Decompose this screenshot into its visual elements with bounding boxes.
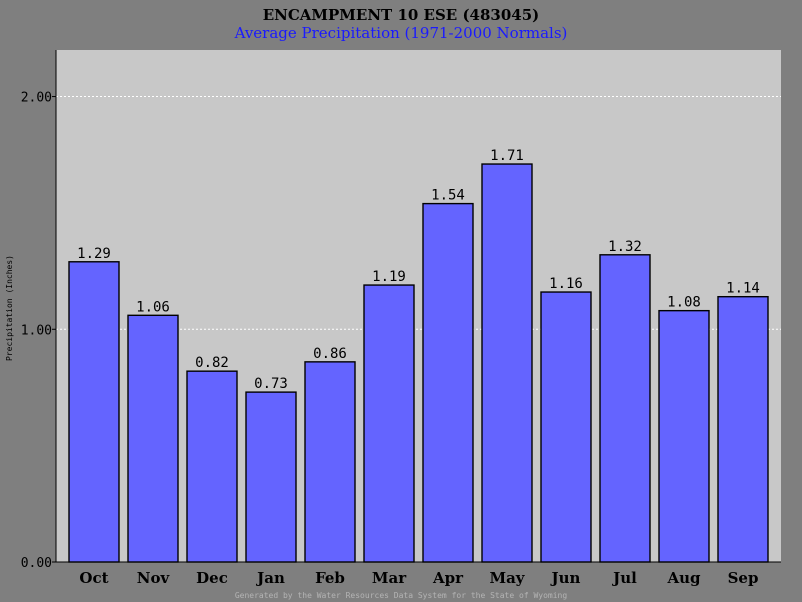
bar-value-label: 0.73	[254, 376, 288, 392]
bar-value-label: 1.08	[667, 295, 701, 311]
bar	[658, 309, 710, 563]
bar	[186, 370, 238, 563]
x-tick-label: Nov	[137, 569, 171, 587]
bar-value-label: 1.14	[726, 281, 760, 297]
x-tick-label: Apr	[432, 569, 464, 587]
chart-title: ENCAMPMENT 10 ESE (483045)	[262, 6, 540, 24]
x-tick-label: Feb	[315, 569, 345, 587]
bar	[481, 163, 533, 563]
bar	[540, 291, 592, 563]
axes	[52, 50, 781, 563]
x-tick-label: Jul	[611, 569, 637, 587]
x-tick-label: Aug	[666, 569, 701, 587]
bar	[68, 261, 120, 563]
bar-value-label: 1.06	[136, 299, 170, 315]
bar	[304, 361, 356, 563]
x-tick-label: Mar	[372, 569, 407, 587]
bar-value-label: 1.16	[549, 276, 583, 292]
bar	[363, 284, 415, 563]
labels: 0.00 1.00 2.00 1.29 Oct 1.06 Nov 0.82 Dec 0.73 Jan…	[21, 91, 760, 587]
bar	[127, 314, 179, 563]
x-tick-label: Sep	[728, 569, 759, 587]
bars	[68, 163, 769, 563]
bar	[245, 391, 297, 563]
bar-value-label: 1.19	[372, 269, 406, 285]
x-tick-label: Jan	[255, 569, 285, 587]
bar	[422, 202, 474, 563]
footer-credit: Generated by the Water Resources Data Sy…	[234, 591, 568, 600]
x-tick-label: Dec	[196, 569, 228, 587]
x-tick-label: Jun	[550, 569, 581, 587]
bar-value-label: 1.71	[490, 148, 524, 164]
y-tick-label: 1.00	[21, 323, 52, 338]
y-tick-label: 0.00	[21, 556, 52, 571]
bar-value-label: 1.29	[77, 246, 111, 262]
x-tick-label: Oct	[79, 569, 108, 587]
x-tick-label: May	[489, 569, 525, 587]
y-tick-label: 2.00	[21, 91, 52, 106]
bar-value-label: 0.82	[195, 355, 229, 371]
bar	[717, 295, 769, 563]
bar-value-label: 0.86	[313, 346, 347, 362]
bar	[599, 254, 651, 563]
bar-value-label: 1.54	[431, 188, 465, 204]
bar-value-label: 1.32	[608, 239, 642, 255]
chart-subtitle: Average Precipitation (1971-2000 Normals…	[234, 24, 568, 42]
